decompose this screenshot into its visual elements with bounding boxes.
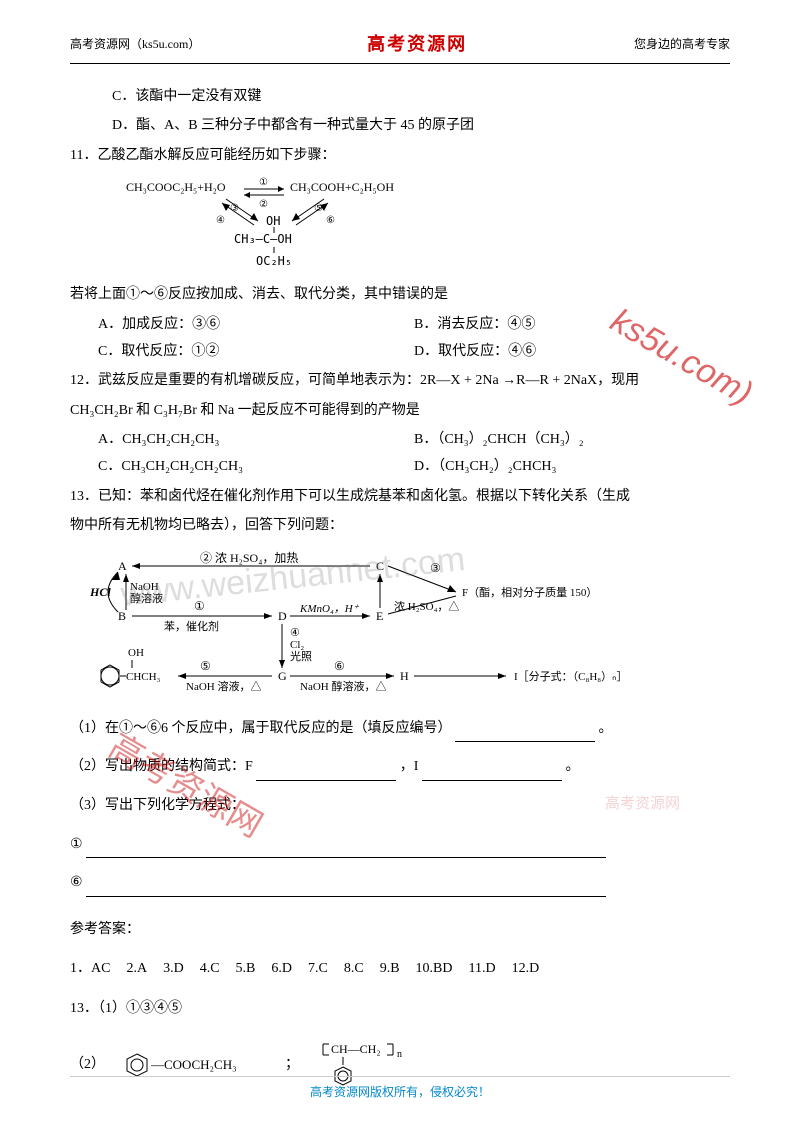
answers-title: 参考答案： [70, 917, 730, 944]
q12-stem-1: 12．武兹反应是重要的有机增碳反应，可简单地表示为：2R—X + 2Na →R—… [70, 368, 730, 395]
header-left: 高考资源网（ks5u.com） [70, 35, 200, 54]
svg-text:③: ③ [430, 561, 441, 575]
svg-text:光照: 光照 [290, 649, 312, 663]
q13-sub3-1: ① [70, 832, 730, 859]
svg-text:D: D [278, 609, 287, 623]
svg-text:NaOH: NaOH [130, 581, 159, 593]
ans-9: 9.B [380, 956, 400, 983]
q12-opt-a: A．CH₃CH₂CH₂CH₃ [98, 427, 414, 454]
page-footer: 高考资源网版权所有，侵权必究！ [70, 1076, 730, 1102]
q13-reaction-diagram: A ② 浓 H₂SO₄，加热 C HCl NaOH醇溶液 ③ 浓 H₂SO₄，△… [70, 548, 730, 708]
svg-text:OH: OH [266, 214, 280, 228]
q13-sub1: （1）在①～⑥6 个反应中，属于取代反应的是（填反应编号） 。 [70, 716, 730, 743]
ans-13-2-label: （2） [70, 1052, 105, 1079]
ans-3: 3.D [163, 956, 184, 983]
svg-text:②: ② [259, 199, 268, 210]
q11-prompt: 若将上面①～⑥反应按加成、消去、取代分类，其中错误的是 [70, 282, 730, 309]
svg-text:NaOH 醇溶液，△: NaOH 醇溶液，△ [300, 679, 386, 693]
svg-text:B: B [118, 609, 126, 623]
svg-text:OC₂H₅: OC₂H₅ [256, 254, 292, 268]
q11-opt-b: B．消去反应：④⑤ [414, 312, 730, 339]
svg-text:—COOCH₂CH₃: —COOCH₂CH₃ [150, 1057, 237, 1072]
header-center-logo: 高考资源网 [367, 30, 467, 59]
q10-opt-d: D．酯、A、B 三种分子中都含有一种式量大于 45 的原子团 [70, 113, 730, 140]
svg-text:①: ① [259, 177, 268, 188]
q12-stem-2: CH₃CH₂Br 和 C₃H₇Br 和 Na 一起反应不可能得到的产物是 [70, 398, 730, 425]
svg-text:I［分子式：（C₈H₈）ₙ］: I［分子式：（C₈H₈）ₙ］ [514, 670, 628, 683]
svg-text:② 浓 H₂SO₄，加热: ② 浓 H₂SO₄，加热 [200, 551, 298, 565]
svg-text:CH₃COOH+C₂H₅OH: CH₃COOH+C₂H₅OH [290, 180, 394, 194]
svg-text:⑥: ⑥ [334, 659, 345, 673]
header-right: 您身边的高考专家 [634, 35, 730, 54]
ans-1: 1．AC [70, 956, 110, 983]
svg-text:CH₃—C—OH: CH₃—C—OH [234, 232, 292, 246]
svg-text:NaOH 溶液，△: NaOH 溶液，△ [186, 679, 261, 693]
q11-scheme-svg: CH₃COOC₂H₅+H₂O ① ② CH₃COOH+C₂H₅OH ③ ④ ⑤ … [126, 177, 466, 271]
svg-text:⑥: ⑥ [326, 215, 335, 226]
svg-text:浓 H₂SO₄，△: 浓 H₂SO₄，△ [394, 600, 459, 613]
svg-text:C: C [376, 559, 384, 573]
q12-opt-d: D．（CH₃CH₂）₂CHCH₃ [414, 454, 730, 481]
q11-opt-c: C．取代反应：①② [98, 339, 414, 366]
q11-opt-d: D．取代反应：④⑥ [414, 339, 730, 366]
q11-opt-a: A．加成反应：③⑥ [98, 312, 414, 339]
q13-svg: A ② 浓 H₂SO₄，加热 C HCl NaOH醇溶液 ③ 浓 H₂SO₄，△… [90, 548, 730, 708]
ans-6: 6.D [271, 956, 292, 983]
ans-5: 5.B [236, 956, 256, 983]
svg-text:④: ④ [216, 215, 225, 226]
q13-stem-1: 13．已知：苯和卤代烃在催化剂作用下可以生成烷基苯和卤化氢。根据以下转化关系（生… [70, 484, 730, 511]
q13-sub2: （2）写出物质的结构简式：F ，I 。 [70, 754, 730, 781]
ans-12: 12.D [512, 956, 540, 983]
svg-text:④: ④ [290, 627, 300, 639]
ans-7: 7.C [308, 956, 328, 983]
svg-text:H: H [400, 669, 409, 683]
svg-text:CH₃COOC₂H₅+H₂O: CH₃COOC₂H₅+H₂O [126, 180, 226, 194]
q13-stem-2: 物中所有无机物均已略去），回答下列问题： [70, 513, 730, 540]
svg-text:A: A [118, 559, 127, 573]
svg-text:E: E [376, 609, 383, 623]
svg-text:OH: OH [128, 647, 144, 659]
ans-8: 8.C [344, 956, 364, 983]
q13-sub3: （3）写出下列化学方程式： [70, 793, 730, 820]
content-body: C．该酯中一定没有双键 D．酯、A、B 三种分子中都含有一种式量大于 45 的原… [70, 84, 730, 1090]
ans-10: 10.BD [416, 956, 453, 983]
q12-opt-b: B．（CH₃）₂CHCH（CH₃）₂ [414, 427, 730, 454]
svg-text:CHCH₃: CHCH₃ [126, 671, 161, 683]
svg-text:KMnO₄，H⁺: KMnO₄，H⁺ [299, 603, 360, 615]
svg-text:n: n [397, 1049, 402, 1060]
svg-text:醇溶液: 醇溶液 [130, 591, 163, 605]
ans-4: 4.C [200, 956, 220, 983]
svg-text:Cl₂: Cl₂ [290, 639, 304, 651]
q12-opt-c: C．CH₃CH₂CH₂CH₂CH₃ [98, 454, 414, 481]
q10-opt-c: C．该酯中一定没有双键 [70, 84, 730, 111]
svg-text:CH—CH₂: CH—CH₂ [331, 1042, 381, 1056]
svg-text:①: ① [194, 599, 205, 613]
q11-stem: 11．乙酸乙酯水解反应可能经历如下步骤： [70, 143, 730, 170]
ans-2: 2.A [126, 956, 147, 983]
ans-11: 11.D [469, 956, 496, 983]
svg-text:⑤: ⑤ [200, 659, 211, 673]
svg-text:F（酯，相对分子质量 150）: F（酯，相对分子质量 150） [462, 585, 597, 599]
q11-reaction-scheme: CH₃COOC₂H₅+H₂O ① ② CH₃COOH+C₂H₅OH ③ ④ ⑤ … [70, 173, 730, 280]
ans-13-1: 13．（1）①③④⑤ [70, 996, 730, 1023]
page-header: 高考资源网（ks5u.com） 高考资源网 您身边的高考专家 [70, 30, 730, 64]
answers-row: 1．AC 2.A 3.D 4.C 5.B 6.D 7.C 8.C 9.B 10.… [70, 956, 730, 983]
svg-text:G: G [278, 669, 287, 683]
svg-text:苯，催化剂: 苯，催化剂 [164, 619, 219, 633]
q13-sub3-6: ⑥ [70, 870, 730, 897]
